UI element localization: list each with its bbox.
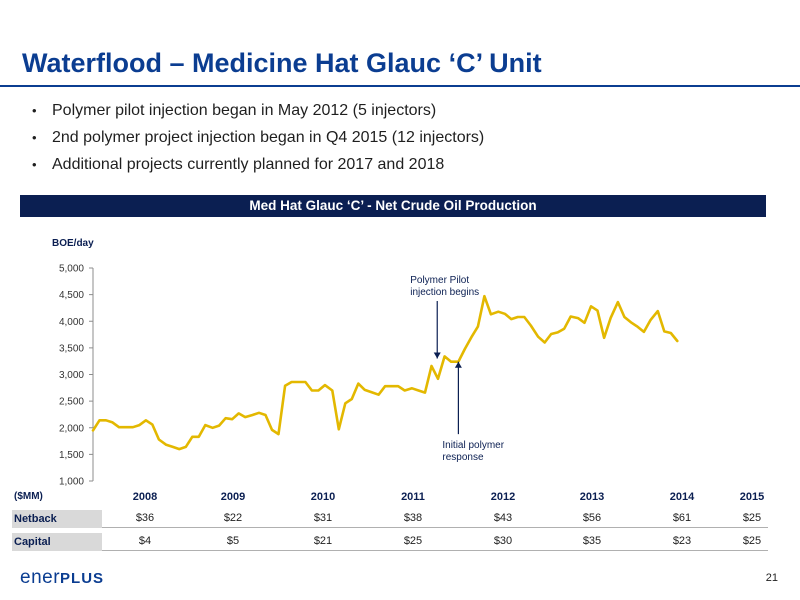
page-title: Waterflood – Medicine Hat Glauc ‘C’ Unit xyxy=(22,48,542,78)
annotation-label: Initial polymer xyxy=(442,440,504,451)
bullet-list: Polymer pilot injection began in May 201… xyxy=(30,97,484,178)
row-divider xyxy=(102,550,768,551)
table-cell: $23 xyxy=(672,535,692,547)
annotation-arrow-head xyxy=(433,352,441,359)
annotation-label: Polymer Pilot xyxy=(410,275,469,286)
table-cell: $36 xyxy=(135,512,155,524)
bullet-item: Polymer pilot injection began in May 201… xyxy=(30,97,484,124)
y-axis-label: BOE/day xyxy=(52,238,94,249)
y-tick-label: 1,500 xyxy=(59,450,84,461)
row-label: Netback xyxy=(12,510,102,528)
table-cell: $31 xyxy=(313,512,333,524)
year-label: 2012 xyxy=(490,491,516,503)
y-tick-label: 3,500 xyxy=(59,343,84,354)
table-cell: $4 xyxy=(138,535,152,547)
row-divider xyxy=(102,527,768,528)
chart-title-banner: Med Hat Glauc ‘C’ - Net Crude Oil Produc… xyxy=(20,195,766,217)
row-label: Capital xyxy=(12,533,102,551)
y-tick-label: 4,500 xyxy=(59,290,84,301)
year-label: 2011 xyxy=(401,491,425,503)
year-label: 2010 xyxy=(310,491,336,503)
annotation-arrow-head xyxy=(454,361,462,368)
table-row-capital: Capital $4 $5 $21 $25 $30 $35 $23 $25 xyxy=(12,533,768,551)
logo-text: ener xyxy=(20,567,61,588)
table-row-netback: Netback $36 $22 $31 $38 $43 $56 $61 $25 xyxy=(12,510,768,528)
table-cell: $38 xyxy=(403,512,423,524)
y-tick-label: 2,500 xyxy=(59,397,84,408)
production-chart: 1,000 1,500 2,000 2,500 3,000 3,500 4,000 4,500… xyxy=(59,264,679,488)
y-tick-label: 1,000 xyxy=(59,477,84,488)
table-cell: $61 xyxy=(672,512,692,524)
y-tick-label: 5,000 xyxy=(59,264,84,275)
year-label: 2008 xyxy=(132,491,158,503)
logo-plus-text: PLUS xyxy=(60,570,105,587)
title-divider xyxy=(0,85,800,87)
table-cell: $56 xyxy=(582,512,602,524)
year-label: 2009 xyxy=(220,491,246,503)
table-cell: $25 xyxy=(742,512,762,524)
table-cell: $25 xyxy=(403,535,423,547)
y-tick-label: 4,000 xyxy=(59,317,84,328)
bullet-item: 2nd polymer project injection began in Q… xyxy=(30,124,484,151)
annotation-label: response xyxy=(442,452,484,463)
page-number: 21 xyxy=(765,572,778,584)
production-line xyxy=(91,294,679,451)
table-cell: $25 xyxy=(742,535,762,547)
table-cell: $22 xyxy=(223,512,243,524)
y-tick-label: 2,000 xyxy=(59,423,84,434)
year-label: 2014 xyxy=(669,491,695,503)
table-cell: $35 xyxy=(582,535,602,547)
table-cell: $43 xyxy=(493,512,513,524)
bullet-item: Additional projects currently planned fo… xyxy=(30,151,484,178)
y-tick-label: 3,000 xyxy=(59,370,84,381)
table-cell: $5 xyxy=(226,535,240,547)
table-cell: $21 xyxy=(313,535,333,547)
enerplus-logo: enerPLUS xyxy=(20,567,104,589)
annotation-label: injection begins xyxy=(410,287,479,298)
year-label: 2015 xyxy=(739,491,765,503)
table-cell: $30 xyxy=(493,535,513,547)
units-label: ($MM) xyxy=(14,491,43,502)
year-label: 2013 xyxy=(579,491,605,503)
